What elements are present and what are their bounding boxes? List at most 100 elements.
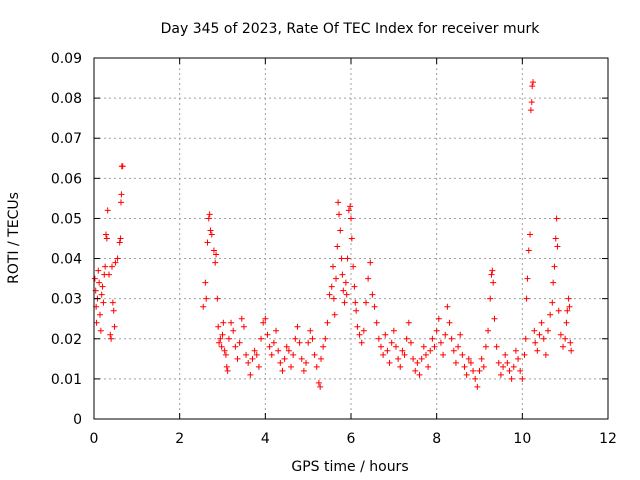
data-point [358,339,365,346]
data-point [450,347,457,354]
data-point [452,359,459,366]
data-point [425,363,432,370]
data-point [495,359,502,366]
data-point [93,319,100,326]
data-point [200,303,207,310]
data-point [108,335,115,342]
data-point [422,351,429,358]
data-point [435,315,442,322]
data-point [105,271,112,278]
y-tick-label: 0.04 [51,252,82,268]
data-point [525,247,532,254]
data-point [554,243,561,250]
data-point [463,371,470,378]
x-tick-label: 10 [513,431,531,447]
data-point [489,267,496,274]
data-point [388,339,395,346]
data-point [470,367,477,374]
data-point [96,279,103,286]
data-point [382,331,389,338]
data-point [504,359,511,366]
data-point [351,283,358,290]
x-tick-label: 0 [90,431,99,447]
data-point [564,307,571,314]
data-point [360,327,367,334]
x-tick-label: 8 [432,431,441,447]
data-point [515,355,522,362]
data-point [320,343,327,350]
data-point [236,339,243,346]
y-tick-label: 0.05 [51,211,82,227]
data-point [397,363,404,370]
data-point [444,303,451,310]
data-point [251,347,258,354]
data-point [288,363,295,370]
data-point [112,259,119,266]
data-point [217,335,224,342]
data-point [545,327,552,334]
data-point [472,375,479,382]
data-point [303,359,310,366]
y-tick-label: 0.02 [51,332,82,348]
data-point [317,383,324,390]
data-point [517,367,524,374]
data-point [414,359,421,366]
data-point [491,315,498,322]
data-point [530,79,537,86]
data-point [334,243,341,250]
data-point [565,295,572,302]
data-point [431,343,438,350]
data-point [482,343,489,350]
data-point [497,371,504,378]
data-point [555,307,562,314]
data-point [232,343,239,350]
data-point [542,351,549,358]
data-point [552,235,559,242]
data-point [337,227,344,234]
data-point [97,327,104,334]
data-point [205,215,212,222]
data-point [107,331,114,338]
data-point [213,251,220,258]
data-point [427,347,434,354]
data-point [342,279,349,286]
data-point [311,351,318,358]
data-point [369,291,376,298]
y-tick-label: 0.09 [51,51,82,67]
data-point [270,339,277,346]
data-point [283,343,290,350]
data-point [119,163,126,170]
data-point [309,335,316,342]
data-point [390,327,397,334]
data-point [524,275,531,282]
data-point [281,355,288,362]
data-point [339,271,346,278]
data-point [292,335,299,342]
data-point [493,343,500,350]
data-point [461,363,468,370]
data-point [117,199,124,206]
data-point [224,367,231,374]
data-point [275,347,282,354]
data-point [480,363,487,370]
data-point [223,363,230,370]
y-tick-label: 0 [73,412,82,428]
data-point [553,215,560,222]
x-axis-label: GPS time / hours [291,459,408,475]
data-point [536,331,543,338]
data-point [405,319,412,326]
data-point [377,343,384,350]
data-point [567,339,574,346]
data-point [448,335,455,342]
data-point [228,319,235,326]
data-point [262,315,269,322]
data-point [557,331,564,338]
data-point [219,331,226,338]
data-point [330,295,337,302]
data-point [568,347,575,354]
y-axis-label: ROTI / TECUs [6,192,22,284]
data-point [234,355,241,362]
data-point [212,259,219,266]
x-tick-label: 12 [599,431,617,447]
